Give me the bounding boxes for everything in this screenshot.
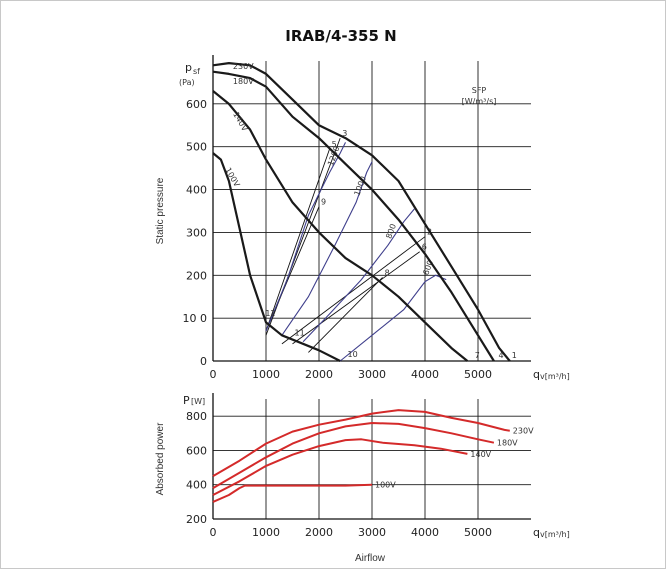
pressure-curve (212, 70, 495, 362)
power-plot: 0 1000 2000 3000 4000 5000 200 400 600 800 P [W] q v[… (155, 393, 570, 564)
chart-title: IRAB/4-355 N (285, 27, 396, 45)
y-tick-label: 10 0 (183, 312, 208, 325)
sfp-curve (265, 142, 346, 332)
y-tick-label: 300 (186, 226, 207, 239)
system-line-label: 9 (321, 198, 326, 207)
power-curve-label: 230V (513, 427, 534, 436)
operating-point-label: 7 (475, 351, 480, 360)
y-unit: [W] (191, 397, 205, 406)
operating-point-label: 4 (499, 351, 504, 360)
sfp-unit: [W/m³/s] (462, 97, 497, 106)
y-tick-label: 500 (186, 141, 207, 154)
x-tick-label: 1000 (252, 368, 280, 381)
system-line-label: 6 (422, 243, 427, 252)
pressure-curve-label: 230V (233, 62, 254, 71)
y-axis-label: Static pressure (155, 177, 166, 244)
y-tick-label: 800 (186, 410, 207, 423)
x-unit: v[m³/h] (540, 530, 570, 539)
system-line-label: 5 (332, 140, 337, 149)
x-tick-label: 2000 (305, 526, 333, 539)
system-line-label: 3 (342, 129, 347, 138)
sfp-curve-label: 800 (384, 223, 398, 240)
system-line (281, 236, 426, 345)
pressure-curve-label: 180V (233, 77, 254, 86)
power-curve (212, 409, 510, 477)
power-curve (212, 483, 373, 503)
sfp-curve (302, 208, 415, 343)
y-axis-label: Absorbed power (155, 422, 166, 495)
y-tick-label: 0 (200, 355, 207, 368)
y-tick-label: 400 (186, 184, 207, 197)
power-curve-label: 180V (497, 439, 518, 448)
sfp-curve (339, 274, 447, 362)
power-curve (212, 422, 495, 489)
y-unit-symbol: p (185, 61, 192, 74)
y-tick-label: 600 (186, 98, 207, 111)
power-curve-label: 140V (470, 450, 491, 459)
y-unit: (Pa) (179, 78, 195, 87)
pressure-curve (212, 152, 341, 362)
x-tick-label: 4000 (411, 526, 439, 539)
operating-point-label: 12 (265, 309, 275, 318)
y-tick-label: 200 (186, 269, 207, 282)
x-axis-label: Airflow (355, 553, 386, 564)
x-tick-label: 5000 (464, 526, 492, 539)
x-tick-label: 4000 (411, 368, 439, 381)
pressure-curve-label: 100V (223, 166, 241, 189)
pressure-curve (212, 90, 469, 362)
x-tick-label: 3000 (358, 526, 386, 539)
sfp-curve (281, 161, 373, 336)
y-unit-subscript: sf (193, 67, 200, 76)
operating-point-label: 10 (348, 350, 358, 359)
x-tick-label: 1000 (252, 526, 280, 539)
operating-point-label: 11 (295, 328, 305, 337)
y-tick-label: 600 (186, 444, 207, 457)
sfp-label: SFP (472, 86, 487, 95)
x-unit-symbol: q (533, 368, 540, 381)
pressure-curve-label: 140V (231, 110, 249, 133)
x-tick-label: 2000 (305, 368, 333, 381)
y-tick-label: 200 (186, 513, 207, 526)
sfp-curve-label: 600 (421, 259, 435, 276)
x-tick-label: 0 (210, 526, 217, 539)
power-curve (212, 438, 468, 496)
y-unit-symbol: P (183, 394, 190, 407)
x-unit: v[m³/h] (540, 372, 570, 381)
x-tick-label: 5000 (464, 368, 492, 381)
system-line (265, 148, 331, 332)
x-tick-label: 3000 (358, 368, 386, 381)
x-unit-symbol: q (533, 526, 540, 539)
operating-point-label: 1 (512, 351, 517, 360)
system-line (292, 251, 420, 345)
pressure-curve (212, 61, 511, 362)
x-tick-label: 0 (210, 368, 217, 381)
system-line (308, 277, 383, 353)
power-curve-label: 100V (375, 481, 396, 490)
system-line-label: 8 (385, 268, 390, 277)
y-tick-label: 400 (186, 479, 207, 492)
